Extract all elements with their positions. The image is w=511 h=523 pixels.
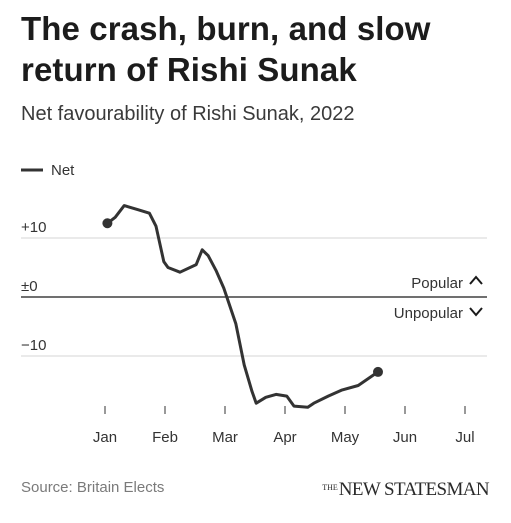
x-tick-label: Feb (152, 429, 178, 446)
x-tick-label: Jul (455, 429, 474, 446)
chart-subtitle: Net favourability of Rishi Sunak, 2022 (21, 103, 355, 125)
x-tick-label: Apr (273, 429, 296, 446)
chart-title: The crash, burn, and slow return of Rish… (21, 10, 431, 88)
x-tick-label: May (331, 429, 360, 446)
y-tick-label: +10 (21, 219, 46, 236)
x-tick-label: Mar (212, 429, 238, 446)
chevron-down-icon (469, 307, 483, 317)
publisher-logo-prefix: THE (322, 483, 338, 492)
data-point-marker (373, 366, 383, 377)
chevron-up-icon (469, 275, 483, 285)
source-note: Source: Britain Elects (21, 479, 165, 496)
x-tick-label: Jun (393, 429, 417, 446)
y-tick-label: ±0 (21, 278, 38, 295)
publisher-logo: THENEW STATESMAN (322, 476, 489, 502)
publisher-logo-name: NEW STATESMAN (338, 479, 490, 500)
series-line-net (105, 204, 380, 409)
x-tick-label: Jan (93, 429, 117, 446)
data-point-marker (102, 218, 113, 229)
legend-label: Net (51, 162, 75, 179)
y-tick-label: −10 (21, 337, 46, 354)
unpopular-label: Unpopular (394, 305, 463, 322)
popular-label: Popular (411, 275, 463, 292)
